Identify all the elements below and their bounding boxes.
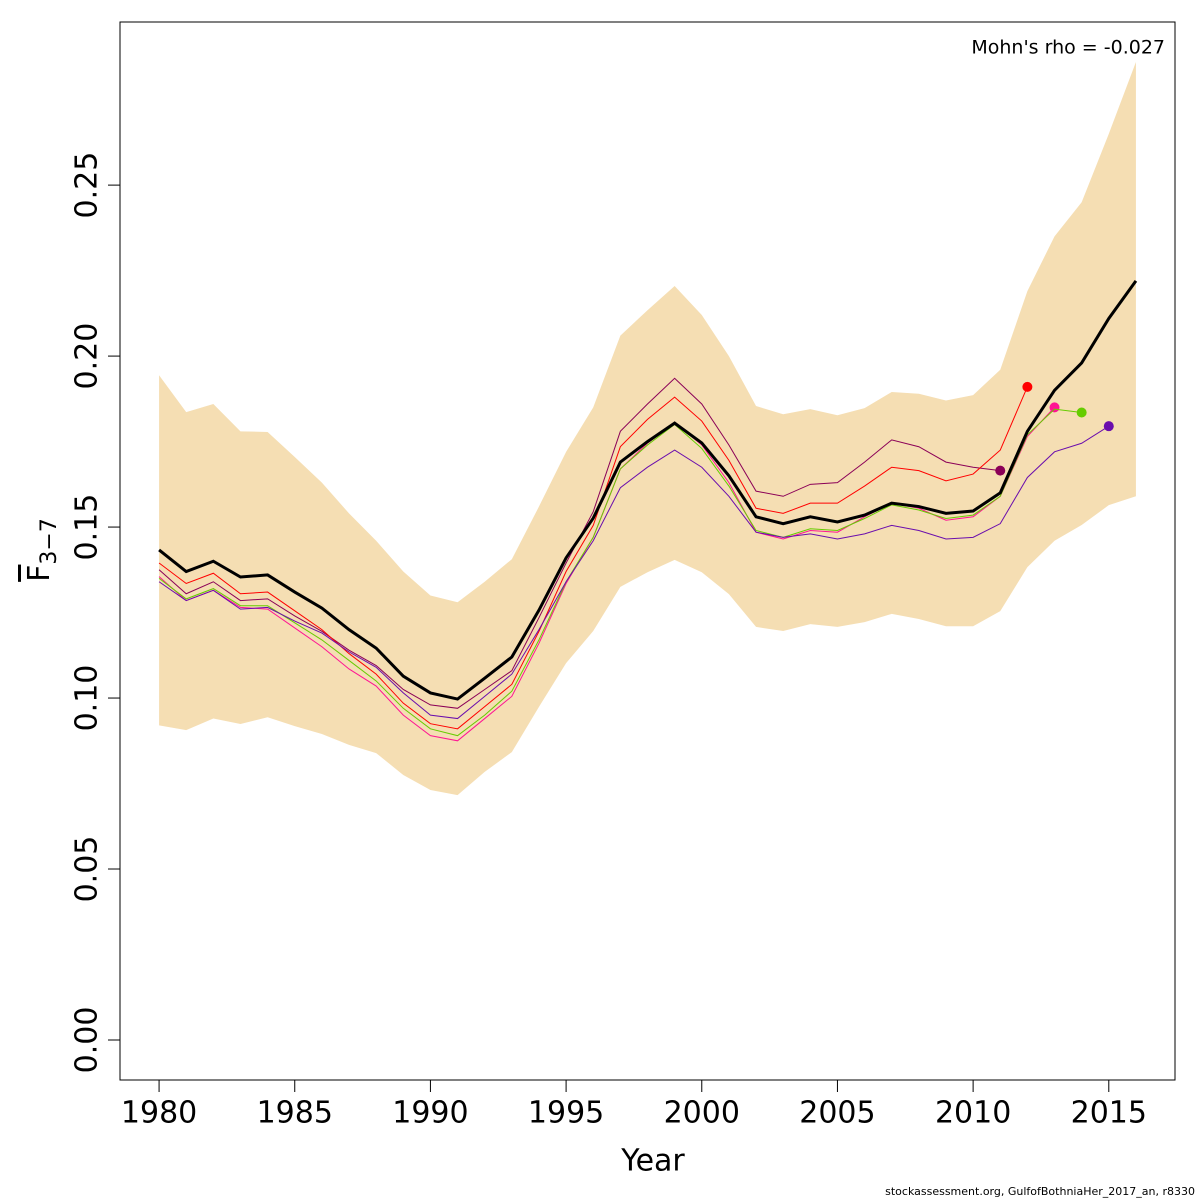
end-point: [995, 465, 1006, 476]
x-tick-label: 1990: [392, 1096, 468, 1131]
y-tick-label: 0.10: [70, 665, 105, 732]
footer: stockassessment.org, GulfofBothniaHer_20…: [885, 1185, 1195, 1198]
y-axis-label: F3−7: [22, 518, 63, 582]
main-line: [158, 279, 1138, 701]
y-label-subscript: 3−7: [37, 518, 62, 564]
x-axis-label: Year: [620, 1144, 685, 1179]
confidence-band: [159, 62, 1136, 796]
x-tick-label: 2015: [1071, 1096, 1147, 1131]
x-tick-label: 2000: [664, 1096, 740, 1131]
x-tick-label: 1980: [121, 1096, 197, 1131]
retro-line: [158, 425, 1110, 720]
x-tick-label: 2010: [935, 1096, 1011, 1131]
x-tick-label: 1985: [257, 1096, 333, 1131]
plot-frame: [119, 21, 1176, 1081]
y-tick-label: 0.00: [70, 1007, 105, 1074]
retro-line: [158, 386, 1028, 730]
y-tick-label: 0.05: [70, 836, 105, 903]
x-tick-label: 2005: [799, 1096, 875, 1131]
x-tick-label: 1995: [528, 1096, 604, 1131]
end-point: [1049, 402, 1060, 413]
retro-line: [158, 408, 1082, 737]
end-point: [1103, 421, 1114, 432]
y-label-symbol: F: [22, 565, 57, 582]
y-tick-label: 0.25: [70, 152, 105, 219]
end-point: [1022, 381, 1033, 392]
y-tick-label: 0.15: [70, 494, 105, 561]
y-tick-label: 0.20: [70, 323, 105, 390]
annotation: Mohn's rho = -0.027: [971, 37, 1165, 59]
end-point: [1076, 407, 1087, 418]
